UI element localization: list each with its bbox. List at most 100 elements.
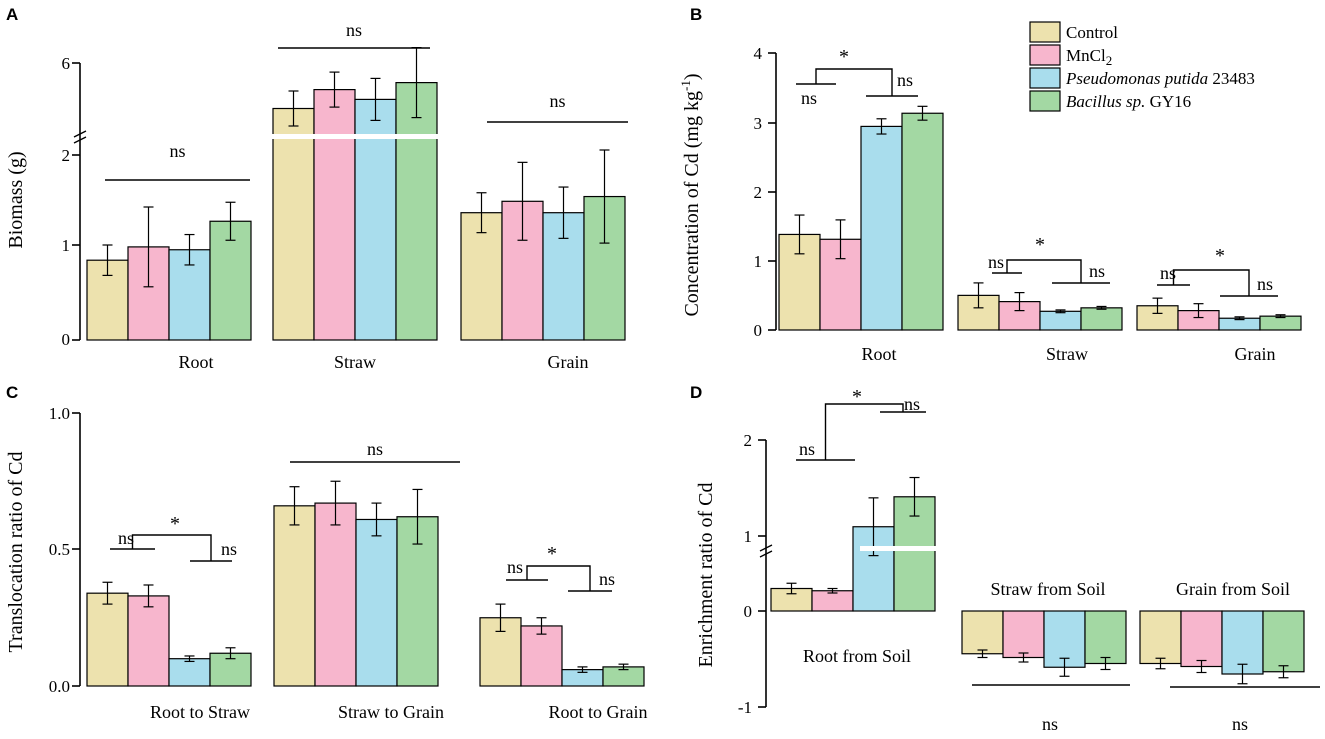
- sig-label-d-root-left: ns: [799, 439, 815, 459]
- sig-bracket-d-root: [824, 403, 904, 460]
- legend-label-pputida: Pseudomonas putida 23483: [1065, 69, 1255, 88]
- legend-swatch-0: [1029, 21, 1061, 43]
- category-C-1: Straw to Grain: [338, 702, 444, 722]
- sig-label-d-straw: ns: [1042, 714, 1058, 734]
- sig-label-c-rs-right: ns: [221, 539, 237, 559]
- bar-B-0-3: [901, 112, 944, 331]
- bar-D-1-1: [1002, 610, 1045, 659]
- category-A-0: Root: [178, 352, 213, 372]
- sig-label-a-1: ns: [346, 20, 362, 40]
- axis-break-d: [759, 544, 773, 558]
- bar-D-1-3: [1084, 610, 1127, 665]
- axis-break-a: [73, 130, 87, 144]
- ytick-A-0: 0: [62, 330, 71, 349]
- bar-C-0-3: [209, 652, 252, 687]
- ytick-D-2: 2: [744, 431, 753, 450]
- bar-D-1-0: [961, 610, 1004, 655]
- bar-C-1-3: [396, 516, 439, 687]
- ytick-A-2: 2: [62, 146, 71, 165]
- category-B-1: Straw: [1046, 344, 1088, 364]
- ylabel-a: Biomass (g): [5, 151, 27, 248]
- bar-B-2-3: [1259, 315, 1302, 331]
- bar-B-1-2: [1039, 310, 1082, 331]
- ylabel-b-end: ): [681, 73, 703, 80]
- sig-label-b-root-right: ns: [897, 70, 913, 90]
- legend-label-bacillus-rest: GY16: [1145, 92, 1191, 111]
- bar-C-1-2: [355, 518, 398, 687]
- ytick-C-0.5: 0.5: [49, 540, 70, 559]
- bar-D-2-1: [1180, 610, 1223, 668]
- ytick-C-1.0: 1.0: [49, 404, 70, 423]
- category-D-1: Straw from Soil: [991, 579, 1106, 599]
- ytick-C-0.0: 0.0: [49, 677, 70, 696]
- legend-label-mncl2: MnCl2: [1066, 46, 1112, 68]
- ytick-D-1: 1: [744, 527, 753, 546]
- bars-layer: [86, 46, 1305, 687]
- legend-label-pputida-italic: Pseudomonas putida: [1065, 69, 1208, 88]
- sig-label-b-grain-right: ns: [1257, 274, 1273, 294]
- sig-label-d-grain: ns: [1232, 714, 1248, 734]
- legend-mncl2-sub: 2: [1106, 53, 1113, 68]
- ytick-B-4: 4: [754, 44, 763, 63]
- bar-A-0-3: [209, 220, 252, 341]
- bar-A-1-1: [313, 88, 356, 341]
- sig-star-c-rs: *: [170, 513, 180, 535]
- category-D-2: Grain from Soil: [1176, 579, 1290, 599]
- panel-label-C: C: [6, 383, 18, 402]
- legend-label-pputida-rest: 23483: [1208, 69, 1255, 88]
- ytick-D--1: -1: [738, 698, 752, 717]
- ytick-B-0: 0: [754, 321, 763, 340]
- category-C-0: Root to Straw: [150, 702, 250, 722]
- sig-star-b-grain: *: [1215, 245, 1225, 267]
- bar-C-1-1: [314, 502, 357, 687]
- sig-label-b-root-left: ns: [801, 88, 817, 108]
- sig-label-d-root-right: ns: [904, 394, 920, 414]
- panel-label-B: B: [690, 5, 702, 24]
- sig-label-b-grain-left: ns: [1160, 263, 1176, 283]
- sig-star-b-root: *: [839, 46, 849, 68]
- sig-label-c-rg-left: ns: [507, 557, 523, 577]
- sig-star-c-rg: *: [547, 543, 557, 565]
- annotations-layer: ns ns ns ns ns * ns ns * ns ns * ns ns * ns ns ns * ns ns * ns…: [105, 20, 1320, 734]
- bar-D-2-0: [1139, 610, 1182, 665]
- ylabel-b-base: Concentration of Cd (mg kg: [681, 91, 703, 317]
- ylabel-b: Concentration of Cd (mg kg-1): [678, 73, 703, 316]
- legend-swatch-1: [1029, 44, 1061, 66]
- panel-label-D: D: [690, 383, 702, 402]
- ylabel-c: Translocation ratio of Cd: [5, 452, 27, 653]
- sig-bracket-c-rg: [526, 565, 591, 591]
- ytick-B-2: 2: [754, 183, 763, 202]
- sig-label-c-rs-left: ns: [118, 528, 134, 548]
- bar-D-2-3: [1262, 610, 1305, 673]
- axis-breaks: [73, 130, 773, 558]
- category-A-2: Grain: [548, 352, 589, 372]
- bar-C-1-0: [273, 505, 316, 687]
- bar-B-0-2: [860, 125, 903, 331]
- bar-A-1-3: [395, 81, 438, 341]
- legend-label-control: Control: [1066, 23, 1118, 42]
- sig-label-b-straw-right: ns: [1089, 261, 1105, 281]
- break-band-a: [270, 134, 445, 139]
- category-C-2: Root to Grain: [549, 702, 648, 722]
- sig-star-d-root: *: [852, 386, 862, 408]
- axes-layer: [72, 52, 777, 708]
- bar-D-2-2: [1221, 610, 1264, 675]
- break-band-d: [860, 546, 950, 551]
- sig-bracket-b-grain: [1172, 269, 1250, 296]
- category-B-0: Root: [861, 344, 896, 364]
- bar-A-1-0: [272, 107, 315, 341]
- bar-C-0-0: [86, 592, 129, 687]
- sig-label-a-2: ns: [549, 91, 565, 111]
- sig-bracket-b-straw: [1006, 259, 1082, 283]
- bar-A-1-2: [354, 98, 397, 341]
- ylabel-b-sup: -1: [678, 80, 693, 91]
- category-B-2: Grain: [1235, 344, 1276, 364]
- bar-B-1-3: [1080, 307, 1123, 331]
- bar-C-2-1: [520, 625, 563, 687]
- sig-label-a-0: ns: [169, 141, 185, 161]
- category-A-1: Straw: [334, 352, 376, 372]
- sig-star-b-straw: *: [1035, 234, 1045, 256]
